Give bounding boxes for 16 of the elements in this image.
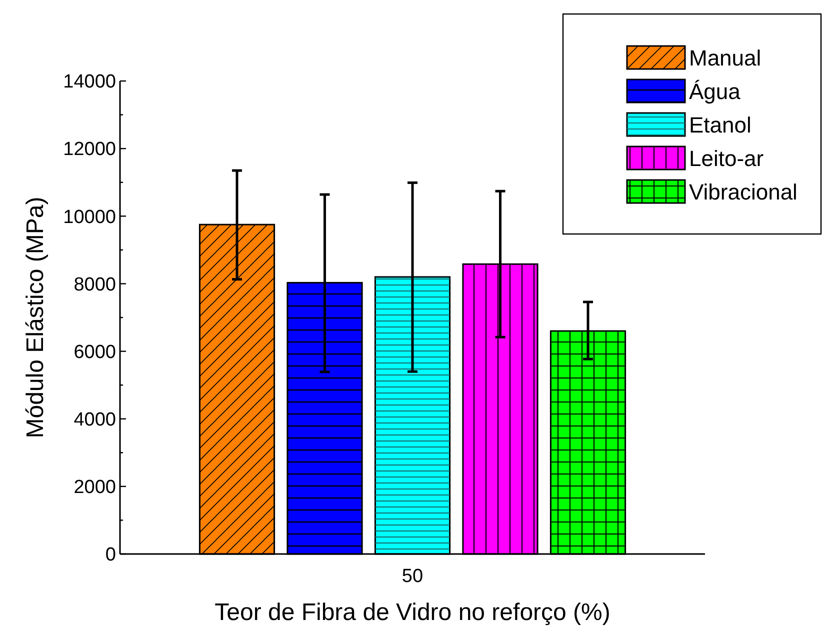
legend-label: Vibracional — [689, 180, 798, 205]
y-tick-label: 4000 — [74, 410, 116, 431]
y-tick-label: 14000 — [63, 72, 116, 93]
legend-label: Leito-ar — [689, 146, 764, 172]
legend-label: Manual — [689, 46, 762, 71]
legend-label: Água — [689, 79, 742, 104]
y-tick-label: 8000 — [74, 274, 116, 296]
y-tick-label: 12000 — [63, 139, 116, 160]
x-tick-label: 50 — [402, 566, 424, 587]
x-axis-title: Teor de Fibra de Vidro no reforço (%) — [214, 599, 610, 626]
y-tick-label: 0 — [105, 544, 116, 566]
legend-label: Etanol — [689, 112, 752, 138]
y-tick-label: 2000 — [74, 477, 116, 498]
y-axis-title: Módulo Elástico (MPa) — [22, 196, 49, 438]
y-tick-label: 6000 — [74, 342, 116, 363]
y-tick-label: 10000 — [63, 206, 116, 228]
